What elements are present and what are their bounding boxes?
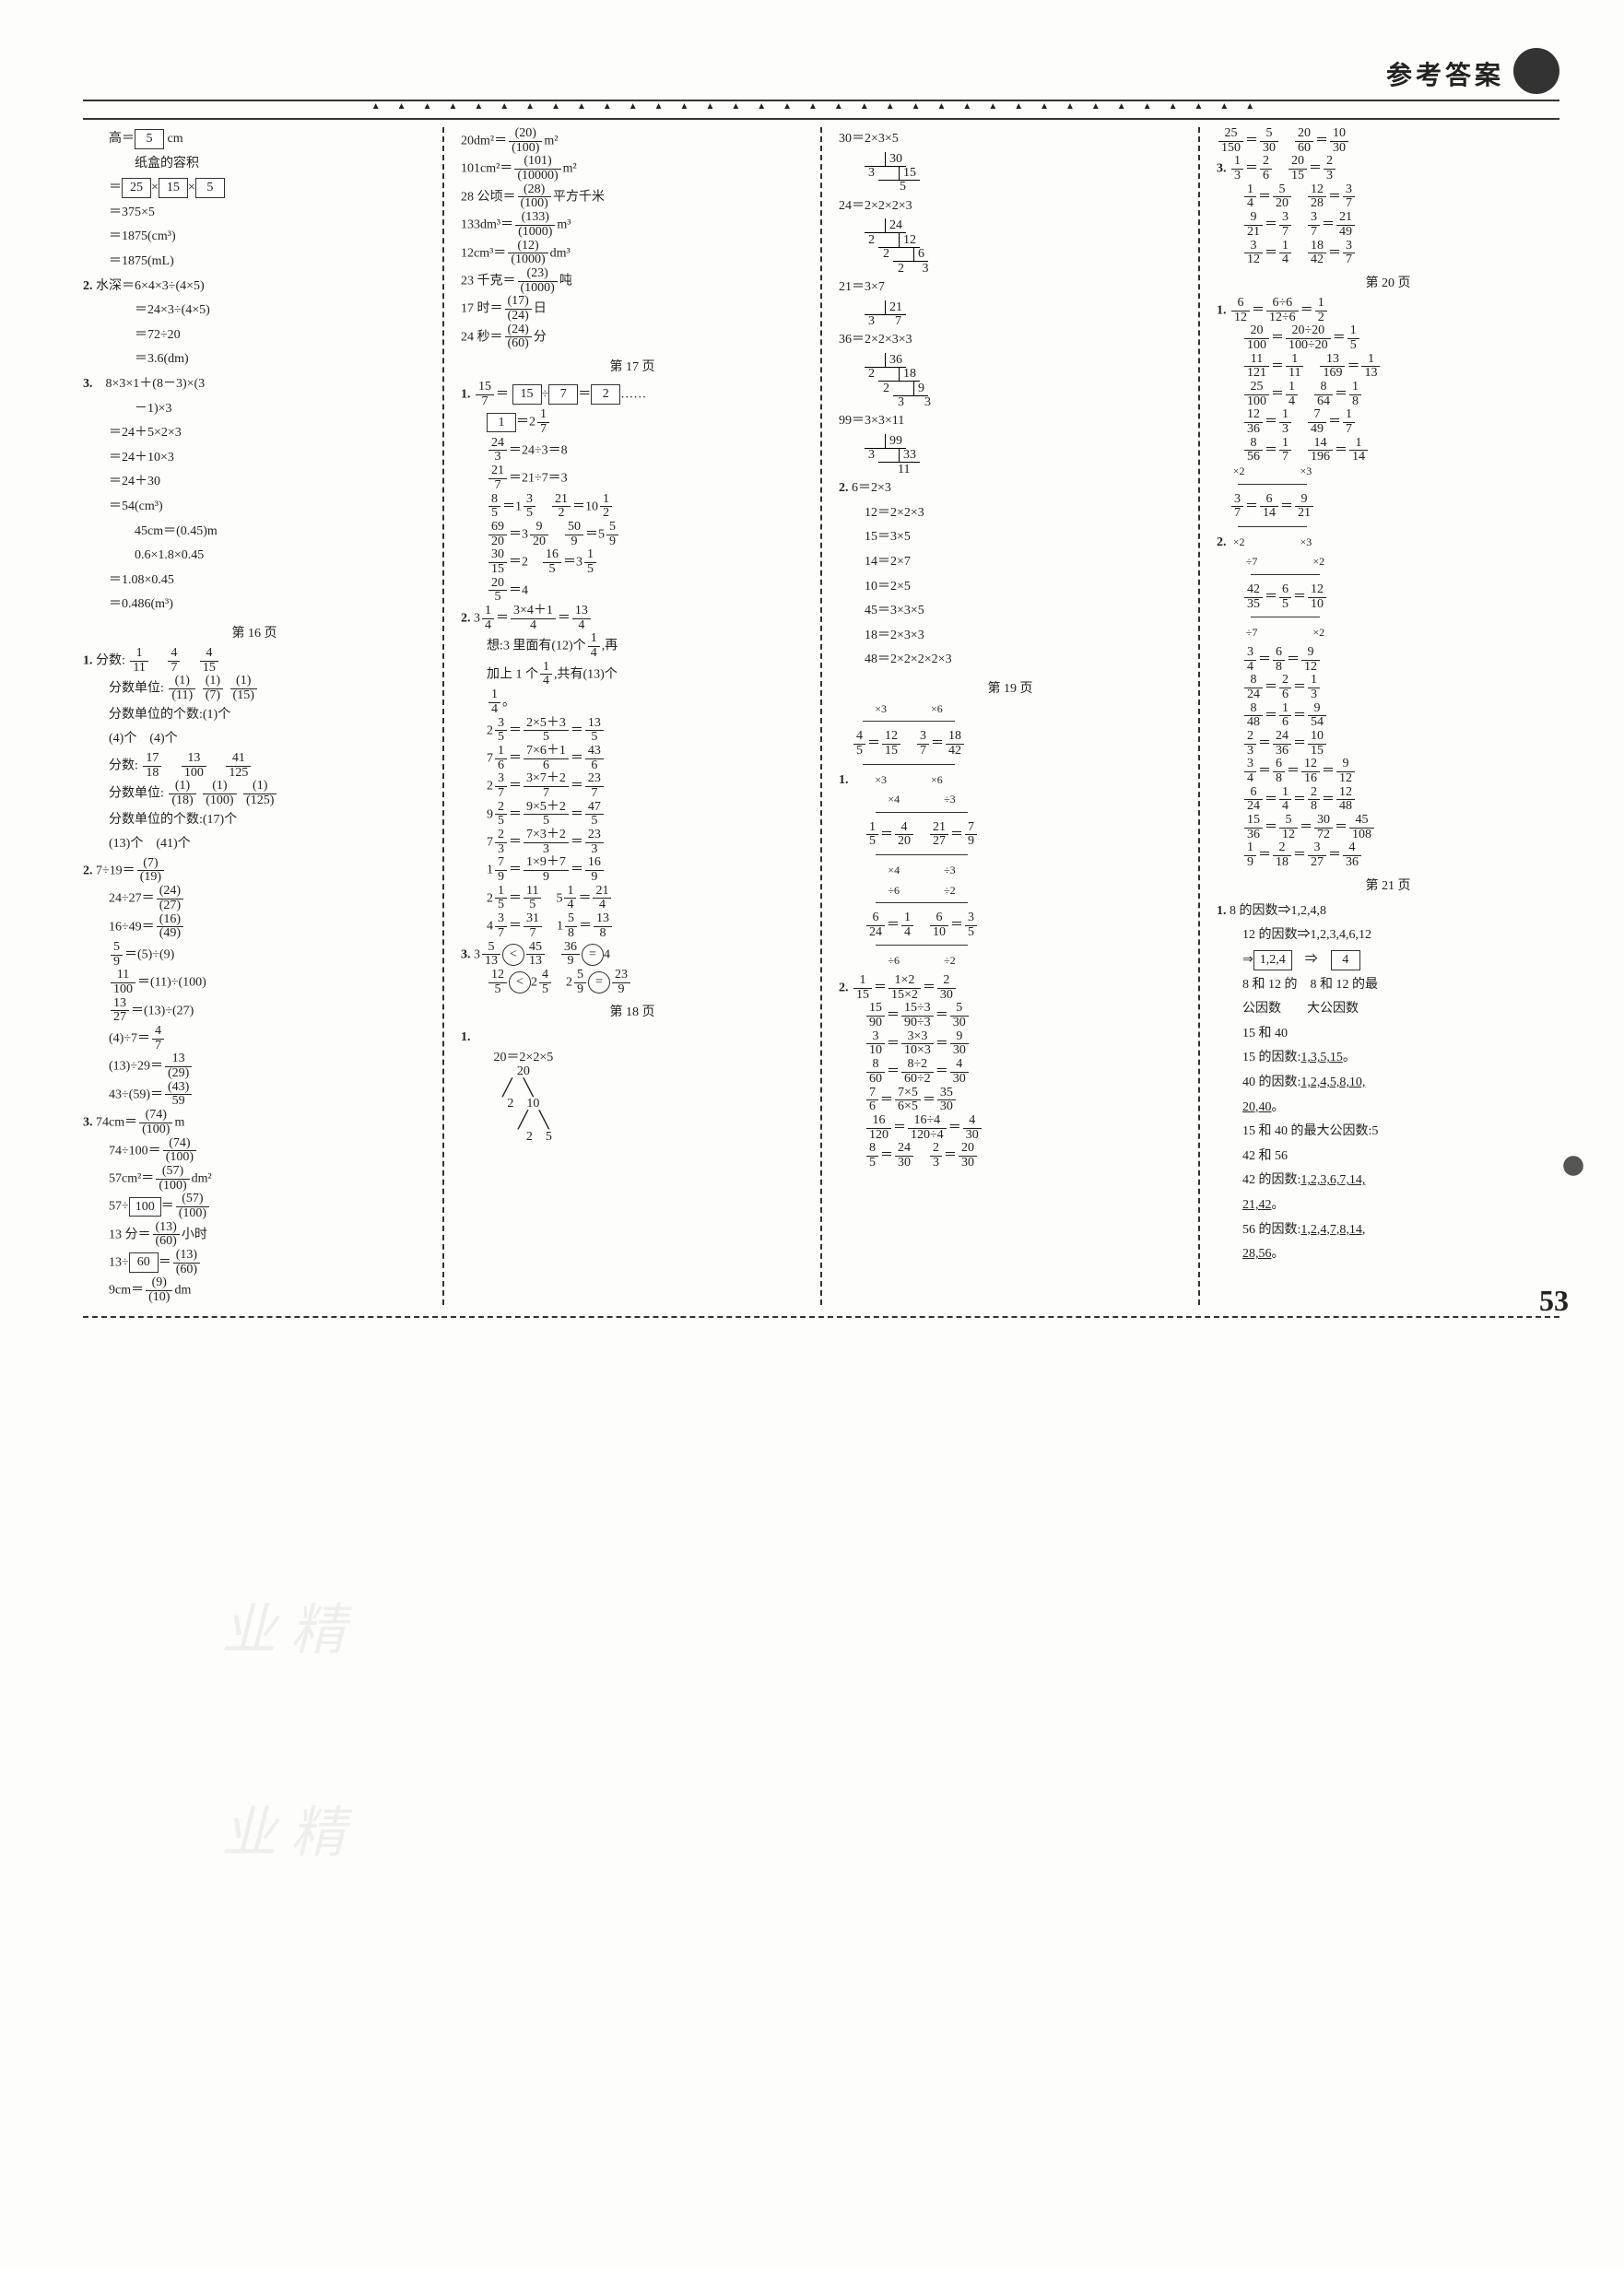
content-columns: 高＝5 cm 纸盒的容积 ＝25×15×5 ＝375×5 ＝1875(cm³) … bbox=[83, 127, 1559, 1305]
column-1: 高＝5 cm 纸盒的容积 ＝25×15×5 ＝375×5 ＝1875(cm³) … bbox=[83, 127, 426, 1305]
page-16-header: 第 16 页 bbox=[83, 623, 426, 641]
page-number: 53 bbox=[1539, 1284, 1569, 1318]
column-divider bbox=[820, 127, 822, 1305]
fraction-arrow-diagram: ×3 ×6 45＝1215 37＝1842 ×3 ×6 bbox=[852, 702, 966, 786]
column-4: 25150＝530 2060＝1030 3. 13＝26 2015＝23 14＝… bbox=[1217, 127, 1559, 1305]
column-2: 20dm²＝(20)(100)m² 101cm²＝(101)(10000)m² … bbox=[461, 127, 804, 1305]
fraction-arrow-diagram: ×2 ×3 37＝614＝921 ×2 ×3 bbox=[1230, 464, 1315, 548]
column-divider bbox=[442, 127, 444, 1305]
flower-icon bbox=[1550, 1143, 1596, 1189]
watermark: 业 精 bbox=[221, 1585, 346, 1665]
page: 参考答案 ▲▲▲▲▲▲▲▲▲▲▲▲▲▲▲▲▲▲▲▲▲▲▲▲▲▲▲▲▲▲▲▲▲▲▲… bbox=[0, 0, 1624, 1355]
header-title: 参考答案 bbox=[1386, 55, 1504, 92]
column-divider bbox=[1198, 127, 1200, 1305]
ladder-24: 24 2 12 2 6 2 3 bbox=[839, 218, 1182, 276]
page-19-header: 第 19 页 bbox=[839, 678, 1182, 697]
ladder-30: 30 3 15 5 bbox=[839, 152, 1182, 194]
page-17-header: 第 17 页 bbox=[461, 357, 804, 375]
factor-tree-20: 20＝2×2×5 20 ╱╲ 2 10 ╱╲ 2 5 bbox=[461, 1051, 804, 1149]
ladder-36: 36 2 18 2 9 3 3 bbox=[839, 353, 1182, 410]
page-18-header: 第 18 页 bbox=[461, 1002, 804, 1020]
header-ornament: ▲▲▲▲▲▲▲▲▲▲▲▲▲▲▲▲▲▲▲▲▲▲▲▲▲▲▲▲▲▲▲▲▲▲▲ bbox=[83, 100, 1559, 120]
column-3: 30＝2×3×5 30 3 15 5 24＝2×2×2×3 24 2 12 2 … bbox=[839, 127, 1182, 1305]
graduate-icon bbox=[1513, 48, 1559, 94]
page-21-header: 第 21 页 bbox=[1217, 876, 1559, 894]
page-20-header: 第 20 页 bbox=[1217, 273, 1559, 291]
page-header: 参考答案 bbox=[83, 55, 1559, 92]
footer-dash bbox=[83, 1316, 1559, 1318]
watermark: 业 精 bbox=[221, 1788, 346, 1868]
